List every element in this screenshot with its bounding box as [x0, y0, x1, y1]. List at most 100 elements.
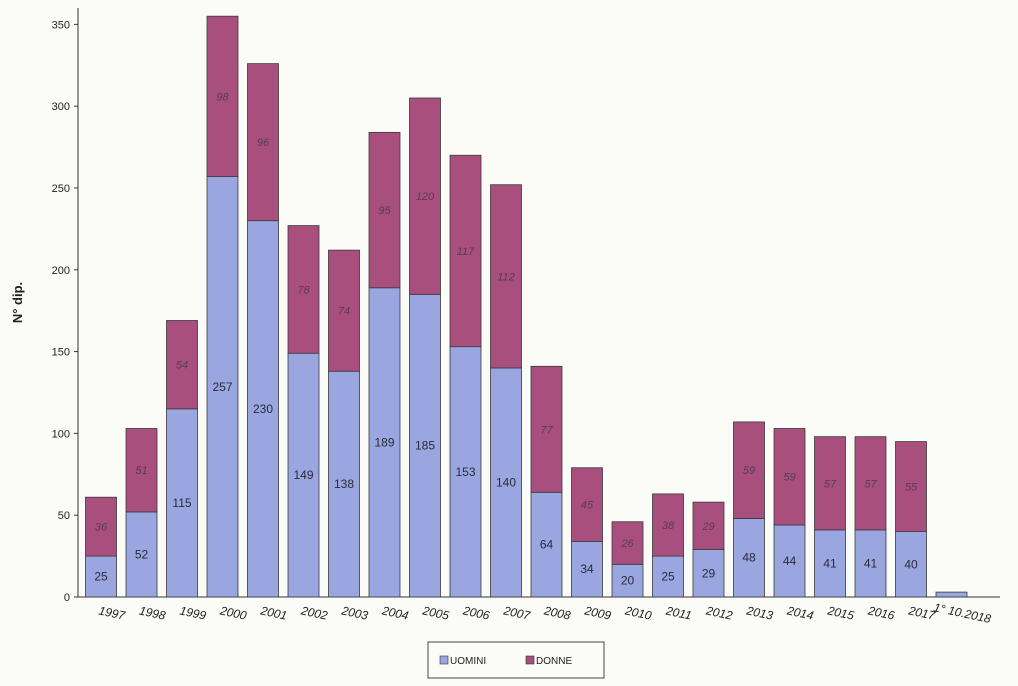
legend-swatch-uomini [439, 655, 449, 665]
x-tick-label: 1999 [178, 603, 207, 622]
data-label-donne: 38 [662, 520, 675, 532]
x-tick-label: 2003 [339, 603, 369, 623]
bar-donne [814, 436, 846, 531]
y-tick-label: 0 [64, 592, 70, 604]
bar-uomini [733, 518, 765, 598]
data-label-uomini: 52 [135, 547, 149, 561]
bar-donne [449, 154, 482, 348]
data-label-donne: 112 [497, 271, 515, 283]
data-label-donne: 57 [864, 478, 877, 490]
bar-donne [854, 436, 887, 531]
data-label-donne: 55 [905, 482, 918, 494]
data-label-uomini: 41 [823, 556, 837, 570]
data-label-uomini: 230 [253, 402, 273, 416]
x-tick-label: 2006 [461, 603, 491, 623]
legend-box [427, 641, 605, 679]
x-tick-label: 1997 [97, 603, 127, 623]
data-label-donne: 77 [540, 424, 553, 436]
bar-uomini [287, 352, 320, 598]
bar-donne [530, 365, 563, 493]
bar-donne [571, 467, 603, 542]
data-label-uomini: 257 [212, 380, 232, 394]
x-tick-label: 2004 [380, 603, 410, 623]
data-label-donne: 51 [135, 465, 147, 477]
data-label-donne: 96 [257, 137, 270, 149]
bar-donne [247, 63, 279, 222]
bar-uomini [773, 524, 806, 598]
x-tick-label: 1998 [138, 603, 167, 622]
bar-donne [287, 225, 320, 354]
bar-uomini [368, 287, 401, 598]
data-label-donne: 59 [783, 472, 795, 484]
x-tick-label: 1° 10.2018 [932, 600, 992, 626]
legend-swatch-donne [525, 655, 535, 665]
bar-uomini [328, 370, 360, 598]
data-label-uomini: 25 [94, 570, 108, 584]
data-label-uomini: 153 [455, 465, 475, 479]
bar-uomini [409, 293, 441, 598]
bar-uomini [125, 511, 158, 598]
x-tick-label: 2010 [623, 603, 653, 623]
y-tick-label: 150 [52, 347, 70, 359]
x-tick-label: 2011 [664, 603, 693, 622]
bar-donne [206, 15, 239, 177]
axes: 0 50 100 150 200 250 300 350 N° dip. 1997 1998 1999… [10, 8, 1000, 626]
data-label-donne: 57 [824, 478, 837, 490]
bar-donne [328, 249, 360, 372]
y-tick-label: 300 [52, 101, 70, 113]
data-label-donne: 29 [701, 521, 714, 533]
data-label-donne: 117 [457, 246, 475, 258]
y-tick-label: 50 [58, 510, 70, 522]
x-tick-label: 2008 [542, 603, 572, 623]
bar-donne [166, 320, 198, 410]
x-tick-label: 2001 [258, 603, 288, 622]
data-label-uomini: 138 [334, 477, 354, 491]
y-tick-label: 200 [52, 265, 70, 277]
bar-uomini [166, 408, 198, 598]
bar-uomini [895, 531, 927, 598]
bar-donne [368, 131, 401, 289]
legend-label-uomini: UOMINI [450, 656, 486, 667]
bar-uomini [692, 549, 725, 598]
bar-donne [85, 496, 117, 557]
x-tick-label: 2016 [866, 603, 896, 623]
data-label-uomini: 20 [621, 574, 635, 588]
data-label-uomini: 64 [540, 538, 554, 552]
x-tick-label: 2005 [420, 603, 450, 623]
data-label-donne: 78 [297, 284, 310, 296]
legend-label-donne: DONNE [536, 656, 572, 667]
x-tick-label: 2002 [299, 603, 329, 623]
data-label-uomini: 25 [661, 570, 675, 584]
bar-donne [773, 428, 806, 526]
data-label-donne: 95 [378, 205, 391, 217]
data-label-uomini: 185 [415, 439, 435, 453]
bar-uomini [206, 176, 239, 598]
data-label-uomini: 189 [374, 435, 394, 449]
bar-uomini [935, 591, 968, 598]
data-label-donne: 54 [176, 360, 188, 372]
data-label-uomini: 40 [904, 557, 918, 571]
bar-uomini [247, 220, 279, 598]
legend: UOMINI DONNE [427, 641, 605, 679]
y-tick-label: 250 [52, 183, 70, 195]
x-tick-label: 2009 [582, 603, 612, 623]
y-tick-label: 100 [52, 428, 70, 440]
data-label-donne: 120 [416, 191, 435, 203]
x-tick-label: 2013 [744, 603, 774, 623]
bar-donne [652, 493, 684, 557]
x-tick-label: 2015 [825, 603, 855, 623]
data-label-uomini: 48 [742, 551, 756, 565]
x-tick-label: 2000 [218, 603, 248, 623]
bar-donne [895, 441, 927, 532]
bar-donne [125, 428, 158, 513]
data-label-donne: 74 [338, 306, 350, 318]
x-tick-label: 2007 [501, 603, 532, 623]
y-axis-label: N° dip. [10, 282, 25, 323]
data-label-uomini: 41 [864, 556, 878, 570]
data-label-uomini: 29 [702, 566, 716, 580]
x-tick-label: 2017 [906, 603, 937, 623]
data-label-uomini: 115 [172, 496, 191, 510]
data-label-uomini: 34 [580, 562, 594, 576]
